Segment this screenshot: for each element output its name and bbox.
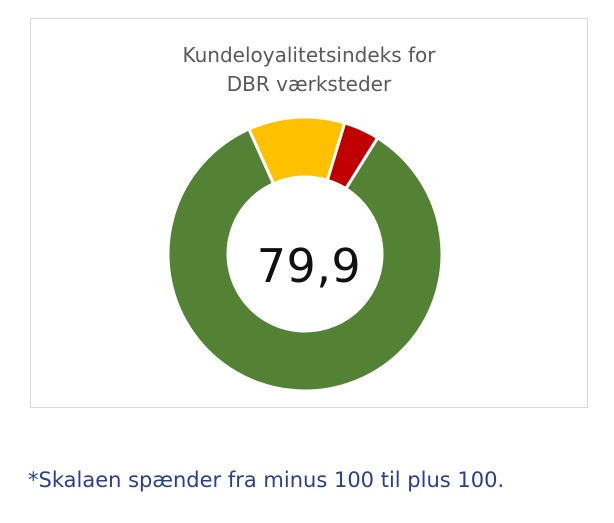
chart-title-line-1: Kundeloyalitetsindeks for — [182, 43, 436, 67]
donut-slice-3 — [325, 121, 380, 191]
center-value: 79,9 — [256, 239, 362, 293]
donut-chart — [166, 115, 444, 393]
footnote: *Skalaen spænder fra minus 100 til plus … — [28, 468, 505, 492]
donut-slice-1 — [166, 127, 444, 393]
chart-title-line-2: DBR værksteder — [226, 72, 392, 96]
chart-frame: Kundeloyalitetsindeks for DBR værksteder… — [30, 18, 588, 408]
chart-title: Kundeloyalitetsindeks for DBR værksteder — [31, 41, 587, 99]
